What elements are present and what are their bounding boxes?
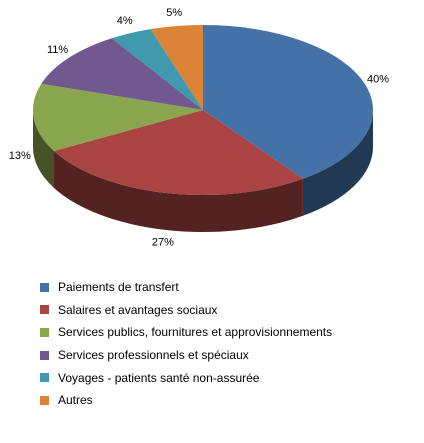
legend-swatch (40, 282, 49, 292)
legend-swatch (40, 395, 49, 405)
pie-chart: 40% 27% 13% 11% 4% 5% (9, 7, 389, 248)
data-label-0: 40% (367, 74, 389, 86)
data-label-5: 5% (166, 7, 182, 19)
data-label-2: 13% (9, 150, 31, 162)
legend-swatch (40, 373, 49, 383)
legend-item-1: Salaires et avantages sociaux (40, 299, 420, 322)
data-labels: 40% 27% 13% 11% 4% 5% (9, 7, 389, 248)
slice-side-2 (33, 110, 55, 188)
legend-label: Voyages - patients santé non-assurée (58, 370, 260, 385)
legend-item-5: Autres (40, 389, 420, 412)
pie-sides (33, 110, 373, 233)
legend-label: Salaires et avantages sociaux (58, 302, 218, 317)
legend-label: Services professionnels et spéciaux (58, 348, 249, 363)
slice-4 (111, 29, 203, 111)
legend-label: Paiements de transfert (58, 280, 179, 295)
slice-3 (41, 38, 204, 110)
legend-swatch (40, 305, 49, 315)
legend-label: Services publics, fournitures et approvi… (58, 325, 333, 340)
legend-item-4: Voyages - patients santé non-assurée (40, 366, 420, 389)
legend-item-3: Services professionnels et spéciaux (40, 344, 420, 367)
data-label-3: 11% (47, 44, 68, 56)
data-label-4: 4% (117, 15, 133, 27)
slice-2 (33, 83, 203, 151)
data-label-1: 27% (152, 237, 174, 249)
slice-5 (150, 25, 203, 110)
pie-top-faces (33, 25, 373, 196)
legend-swatch (40, 327, 49, 337)
slice-1 (54, 110, 303, 196)
legend-item-0: Paiements de transfert (40, 276, 420, 299)
slice-side-0 (302, 110, 373, 216)
slice-side-1 (54, 150, 303, 233)
legend-label: Autres (58, 393, 93, 408)
slice-0 (203, 25, 373, 179)
legend-swatch (40, 350, 49, 360)
legend-item-2: Services publics, fournitures et approvi… (40, 321, 420, 344)
chart-legend: Paiements de transfert Salaires et avant… (40, 276, 420, 412)
